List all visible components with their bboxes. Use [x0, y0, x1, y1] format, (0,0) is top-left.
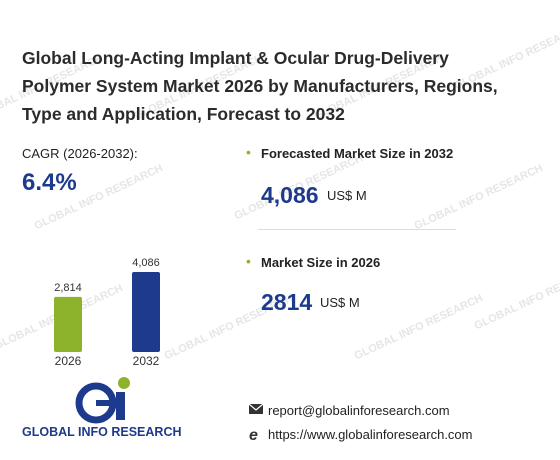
- watermark: GLOBAL INFO RESEARCH: [413, 162, 545, 232]
- watermark: GLOBAL INFO RESEARCH: [473, 262, 560, 332]
- value-label: 4,086: [132, 257, 160, 269]
- bar: [132, 272, 160, 352]
- web-icon: e: [249, 427, 258, 444]
- forecast-label: Forecasted Market Size in 2032: [261, 146, 454, 161]
- cagr-label: CAGR (2026-2032):: [22, 146, 138, 161]
- email-icon: [249, 404, 263, 414]
- separator: [258, 229, 456, 230]
- logo-dot: [118, 377, 130, 389]
- forecast-value: 4,086: [261, 182, 319, 208]
- logo-text: GLOBAL INFO RESEARCH: [22, 425, 182, 439]
- logo-i: [116, 392, 125, 420]
- category-label: 2026: [55, 354, 82, 368]
- logo-bar: [96, 400, 113, 406]
- bar: [54, 296, 82, 352]
- category-label: 2032: [133, 354, 160, 368]
- current-unit: US$ M: [320, 295, 360, 310]
- forecast-unit: US$ M: [327, 188, 367, 203]
- current-label: Market Size in 2026: [261, 255, 381, 270]
- value-label: 2,814: [54, 282, 82, 294]
- bullet: •: [246, 253, 251, 269]
- email: report@globalinforesearch.com: [268, 403, 450, 418]
- title: Global Long-Acting Implant & Ocular Drug…: [22, 48, 498, 124]
- watermark: GLOBAL INFO RESEARCH: [353, 292, 485, 362]
- website: https://www.globalinforesearch.com: [268, 427, 473, 442]
- bullet: •: [246, 144, 251, 160]
- email-flap: [248, 403, 264, 411]
- cagr-value: 6.4%: [22, 169, 77, 196]
- current-value: 2814: [261, 289, 313, 315]
